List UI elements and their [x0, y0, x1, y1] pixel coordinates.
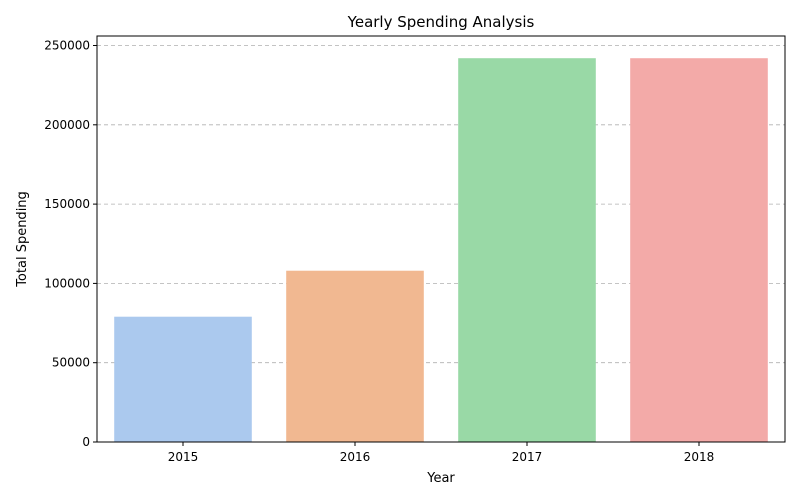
y-tick-label: 50000	[52, 356, 90, 370]
x-tick-label: 2015	[168, 450, 199, 464]
plot-frame	[96, 35, 786, 443]
bar-2017	[458, 58, 596, 442]
x-tick-label: 2018	[684, 450, 715, 464]
chart-title: Yearly Spending Analysis	[347, 13, 535, 31]
bar-2018	[630, 58, 768, 442]
bar-2015	[114, 316, 252, 442]
bar-2016	[286, 270, 424, 442]
x-tick-label: 2017	[512, 450, 543, 464]
y-tick-label: 0	[82, 435, 90, 449]
x-axis-label: Year	[426, 471, 455, 486]
y-axis-label: Total Spending	[15, 191, 30, 288]
y-tick-label: 100000	[44, 276, 90, 290]
x-tick-label: 2016	[340, 450, 371, 464]
x-axis-ticks: 2015 2016 2017 2018	[168, 442, 715, 464]
y-tick-label: 200000	[44, 118, 90, 132]
bars	[114, 58, 768, 442]
y-axis-ticks: 0 50000 100000 150000 200000 250000	[44, 39, 97, 449]
y-tick-label: 250000	[44, 39, 90, 53]
y-tick-label: 150000	[44, 197, 90, 211]
